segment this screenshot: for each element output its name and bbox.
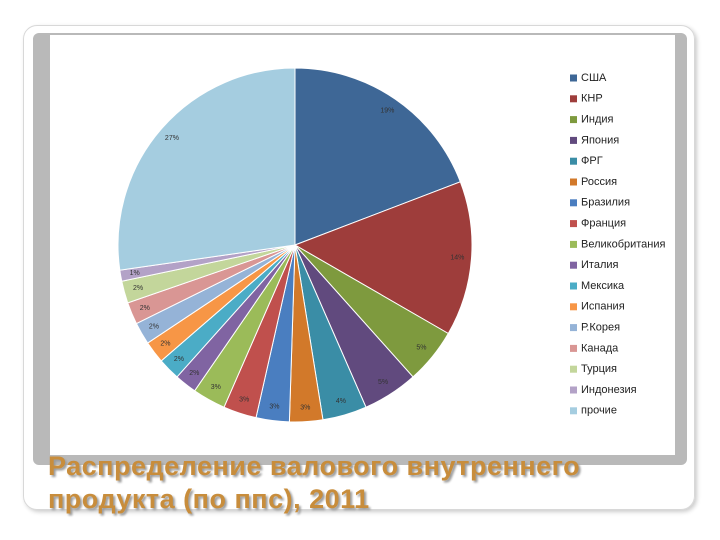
- legend-label: США: [581, 72, 607, 84]
- legend-label: Канада: [581, 342, 619, 354]
- data-label: 2%: [189, 370, 199, 377]
- legend-label: Испания: [581, 301, 625, 313]
- legend-swatch: [570, 95, 577, 103]
- legend-swatch: [570, 74, 577, 82]
- data-label: 14%: [450, 255, 464, 262]
- legend-swatch: [570, 344, 577, 352]
- legend-label: КНР: [581, 93, 603, 105]
- legend-label: прочие: [581, 405, 617, 417]
- data-label: 5%: [416, 345, 426, 352]
- legend-label: Великобритания: [581, 238, 666, 250]
- pie-slice: [293, 181, 473, 335]
- pie-slice: [117, 67, 296, 271]
- data-label: 2%: [140, 305, 150, 312]
- legend-label: Россия: [581, 176, 617, 188]
- legend-swatch: [570, 178, 577, 186]
- data-label: 2%: [160, 340, 170, 347]
- legend-label: Италия: [581, 259, 619, 271]
- data-label: 2%: [174, 356, 184, 363]
- legend-swatch: [570, 324, 577, 332]
- legend-label: Бразилия: [581, 197, 630, 209]
- pie-slice: [294, 67, 461, 246]
- legend-label: Р.Корея: [581, 322, 620, 334]
- data-label: 5%: [378, 379, 388, 386]
- data-label: 2%: [149, 323, 159, 330]
- legend-swatch: [570, 136, 577, 144]
- data-label: 2%: [133, 285, 143, 292]
- data-label: 3%: [239, 397, 249, 404]
- legend-swatch: [570, 303, 577, 311]
- slide-title: Распределение валового внутреннего проду…: [48, 451, 581, 514]
- data-label: 1%: [130, 270, 140, 277]
- legend-swatch: [570, 365, 577, 373]
- legend-label: ФРГ: [581, 155, 603, 167]
- legend-swatch: [570, 407, 577, 415]
- legend-swatch: [570, 261, 577, 269]
- legend-swatch: [570, 116, 577, 124]
- data-label: 27%: [165, 135, 179, 142]
- legend-swatch: [570, 282, 577, 290]
- data-label: 4%: [336, 398, 346, 405]
- legend-swatch: [570, 199, 577, 207]
- data-label: 19%: [380, 108, 394, 115]
- legend-label: Франция: [581, 218, 626, 230]
- data-label: 3%: [300, 404, 310, 411]
- legend-label: Мексика: [581, 280, 625, 292]
- data-label: 3%: [211, 384, 221, 391]
- legend-swatch: [570, 157, 577, 165]
- chart: 19% 14% 5% 5% 4% 3% 3% 3% 3% 2% 2% 2% 2% 2% 2% 1% 27% США…: [50, 35, 675, 455]
- legend-swatch: [570, 386, 577, 394]
- legend-label: Япония: [581, 134, 619, 146]
- legend-label: Индонезия: [581, 384, 637, 396]
- slide-frame: [23, 25, 695, 510]
- legend-label: Индия: [581, 114, 614, 126]
- data-label: 3%: [269, 403, 279, 410]
- legend-label: Турция: [581, 363, 617, 375]
- legend-swatch: [570, 240, 577, 248]
- legend-swatch: [570, 220, 577, 228]
